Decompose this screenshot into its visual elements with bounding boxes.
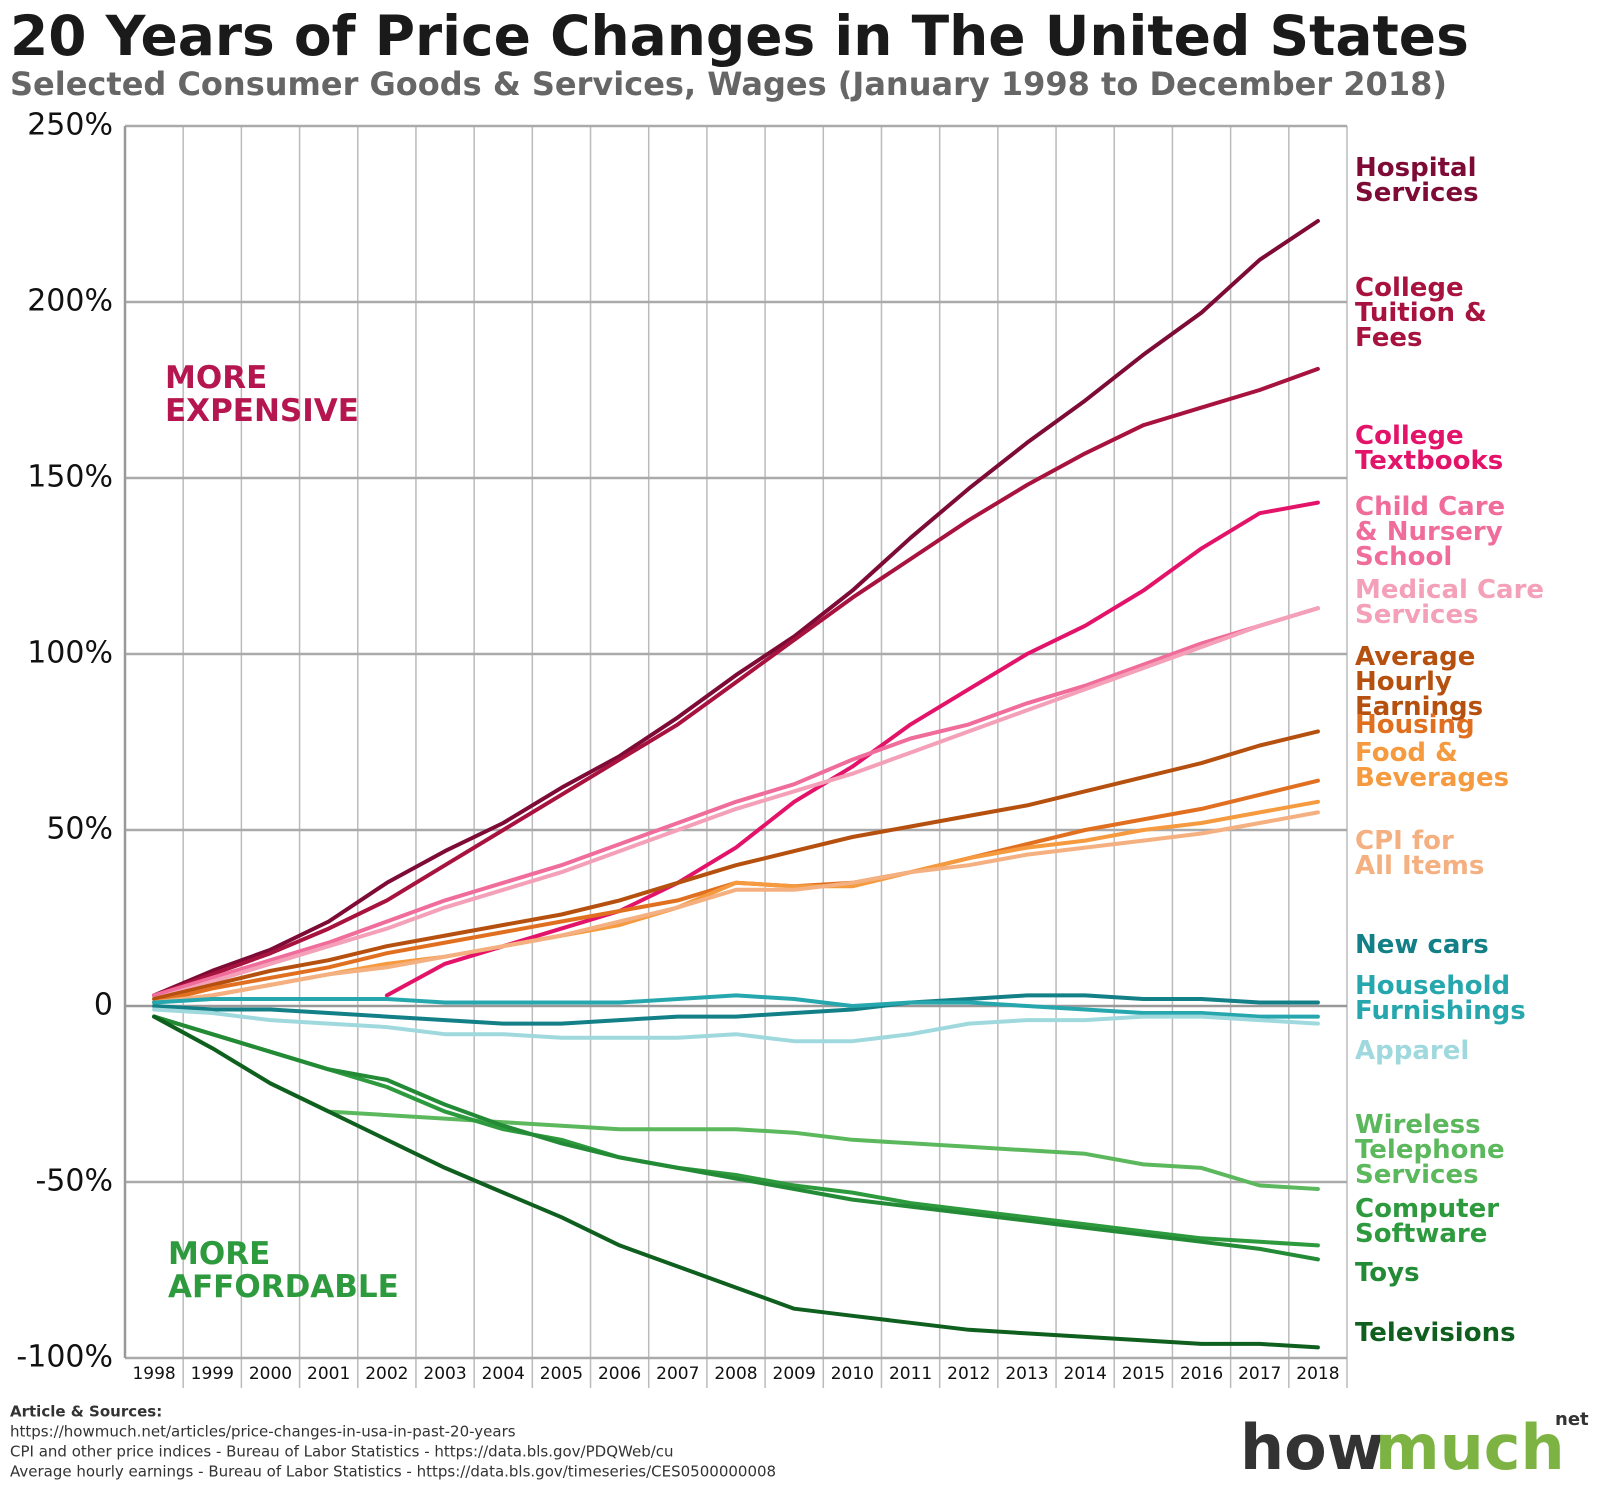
legend-label: Medical Care Services <box>1355 575 1545 630</box>
y-tick-label: 0 <box>94 988 113 1023</box>
series-line <box>152 219 1320 998</box>
x-tick-label: 2008 <box>714 1364 757 1384</box>
legend-label: Food & Beverages <box>1355 738 1510 793</box>
footer-line: https://howmuch.net/articles/price-chang… <box>10 1423 516 1441</box>
annotation: MORE EXPENSIVE <box>165 360 359 429</box>
x-tick-label: 1998 <box>132 1364 175 1384</box>
legend-label: Household Furnishings <box>1355 971 1526 1026</box>
series-line <box>152 810 1320 1005</box>
series-line <box>152 1014 1320 1248</box>
grid <box>125 124 1348 1388</box>
series-line <box>152 1014 1320 1262</box>
y-tick-label: 50% <box>46 812 113 847</box>
legend-label: Hospital Services <box>1355 153 1479 208</box>
x-tick-label: 2004 <box>482 1364 525 1384</box>
logo-how: how <box>1240 1411 1384 1484</box>
x-tick-label: 2003 <box>423 1364 466 1384</box>
x-tick-label: 2001 <box>307 1364 350 1384</box>
x-tick-label: 2014 <box>1064 1364 1107 1384</box>
x-tick-label: 2009 <box>773 1364 816 1384</box>
x-tick-label: 2005 <box>540 1364 583 1384</box>
legend-label: Housing <box>1355 710 1475 740</box>
x-tick-label: 2012 <box>947 1364 990 1384</box>
x-tick-label: 2010 <box>831 1364 874 1384</box>
legend-label: New cars <box>1355 930 1489 960</box>
x-tick-label: 2007 <box>656 1364 699 1384</box>
x-tick-label: 2016 <box>1180 1364 1223 1384</box>
series-line <box>152 606 1320 998</box>
chart-title: 20 Years of Price Changes in The United … <box>10 4 1469 68</box>
x-tick-label: 1999 <box>191 1364 234 1384</box>
x-tick-label: 2011 <box>889 1364 932 1384</box>
footer-line: CPI and other price indices - Bureau of … <box>10 1443 674 1461</box>
footer-heading: Article & Sources: <box>10 1403 162 1421</box>
x-tick-label: 2018 <box>1296 1364 1339 1384</box>
x-tick-label: 2013 <box>1005 1364 1048 1384</box>
series-line <box>152 606 1320 1001</box>
y-tick-label: -100% <box>16 1340 113 1375</box>
legend-label: College Tuition & Fees <box>1355 273 1487 353</box>
legend-label: Toys <box>1355 1258 1420 1288</box>
series-line <box>152 1007 1320 1044</box>
chart-subtitle: Selected Consumer Goods & Services, Wage… <box>10 65 1447 103</box>
series-line <box>152 993 1320 1026</box>
y-tick-label: 150% <box>27 460 113 495</box>
legend-label: Televisions <box>1355 1318 1516 1348</box>
x-tick-label: 2006 <box>598 1364 641 1384</box>
logo-net: net <box>1555 1409 1589 1430</box>
series-line <box>152 729 1320 1001</box>
y-tick-label: 100% <box>27 636 113 671</box>
legend-label: Child Care & Nursery School <box>1355 492 1506 572</box>
x-tick-label: 2002 <box>365 1364 408 1384</box>
y-tick-label: 200% <box>27 284 113 319</box>
annotation: MORE AFFORDABLE <box>168 1236 399 1305</box>
x-tick-label: 2000 <box>249 1364 292 1384</box>
legend-label: Computer Software <box>1355 1194 1500 1249</box>
series-line <box>152 1014 1320 1350</box>
y-tick-label: 250% <box>27 108 113 143</box>
y-tick-label: -50% <box>35 1164 113 1199</box>
x-tick-label: 2017 <box>1238 1364 1281 1384</box>
legend-label: CPI for All Items <box>1355 826 1485 881</box>
footer-line: Average hourly earnings - Bureau of Labo… <box>10 1463 776 1481</box>
legend-label: Wireless Telephone Services <box>1355 1110 1505 1190</box>
series-line <box>152 1014 1320 1191</box>
legend-label: Apparel <box>1355 1036 1470 1066</box>
logo-much: much <box>1375 1411 1565 1484</box>
series-line <box>384 500 1320 998</box>
x-tick-label: 2015 <box>1122 1364 1165 1384</box>
legend-label: College Textbooks <box>1355 421 1504 476</box>
series-line <box>152 993 1320 1019</box>
series-line <box>152 366 1320 998</box>
legend-label: Average Hourly Earnings <box>1355 642 1484 722</box>
